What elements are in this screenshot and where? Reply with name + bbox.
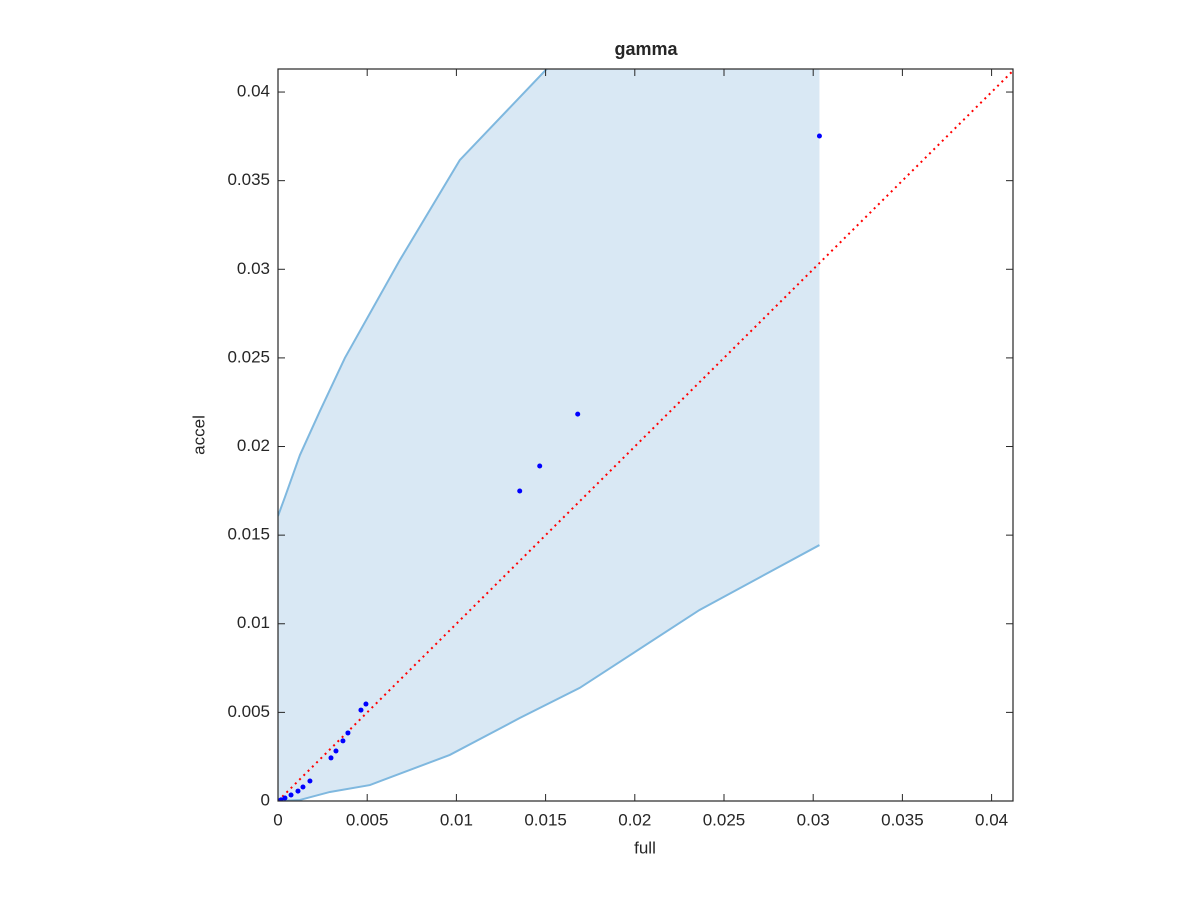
point [295, 788, 301, 794]
y-tick-label: 0 [261, 790, 270, 809]
point [816, 133, 822, 139]
x-tick-label: 0.035 [881, 810, 924, 829]
x-tick-label: 0.03 [797, 810, 830, 829]
y-tick-label: 0.04 [237, 82, 270, 101]
axes-box [277, 68, 1014, 802]
plot-area [278, 69, 1013, 801]
y-tick-label: 0.02 [237, 436, 270, 455]
point [333, 748, 339, 754]
point [307, 778, 313, 784]
x-tick-label: 0.025 [703, 810, 746, 829]
point [300, 784, 306, 790]
x-axis-label: full [634, 838, 656, 857]
point [282, 795, 288, 801]
y-tick-label: 0.025 [227, 347, 270, 366]
y-tick-label: 0.015 [227, 525, 270, 544]
point [537, 463, 543, 469]
confidence-band [278, 69, 820, 801]
y-tick-label: 0.03 [237, 259, 270, 278]
point [328, 755, 334, 761]
point [340, 738, 346, 744]
x-tick-label: 0.005 [346, 810, 389, 829]
point [288, 792, 294, 798]
axes: 0 0.005 0.01 0.015 0.02 0.025 0.03 0.035 0.04 0 0.… [227, 68, 1014, 829]
x-tick-label: 0.04 [975, 810, 1008, 829]
x-tick-label: 0.02 [618, 810, 651, 829]
x-tick-label: 0.01 [440, 810, 473, 829]
point [358, 707, 364, 713]
band-upper-edge [278, 69, 549, 517]
point [575, 411, 581, 417]
point [363, 701, 369, 707]
point [278, 798, 282, 801]
band-lower-edge [278, 544, 820, 801]
y-axis-label: accel [189, 415, 208, 455]
y-tick-label: 0.035 [227, 170, 270, 189]
chart-title: gamma [614, 39, 678, 59]
x-tick-label: 0.015 [524, 810, 567, 829]
y-tick-label: 0.005 [227, 702, 270, 721]
y-tick-label: 0.01 [237, 613, 270, 632]
point [345, 730, 351, 736]
x-tick-label: 0 [273, 810, 282, 829]
point [517, 488, 523, 494]
